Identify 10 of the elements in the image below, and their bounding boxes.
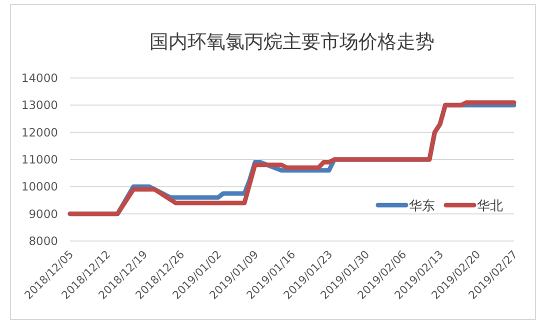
y-tick-label: 10000 [21, 180, 58, 194]
legend-label: 华北 [477, 199, 503, 214]
y-tick-label: 12000 [21, 125, 58, 140]
y-tick-label: 9000 [28, 206, 58, 221]
legend-label: 华东 [409, 199, 435, 214]
y-tick-label: 11000 [21, 152, 58, 166]
y-tick-label: 13000 [21, 98, 58, 112]
chart-title: 国内环氧氯丙烷主要市场价格走势 [150, 31, 434, 53]
y-tick-label: 14000 [21, 71, 58, 85]
y-tick-label: 8000 [28, 234, 58, 248]
